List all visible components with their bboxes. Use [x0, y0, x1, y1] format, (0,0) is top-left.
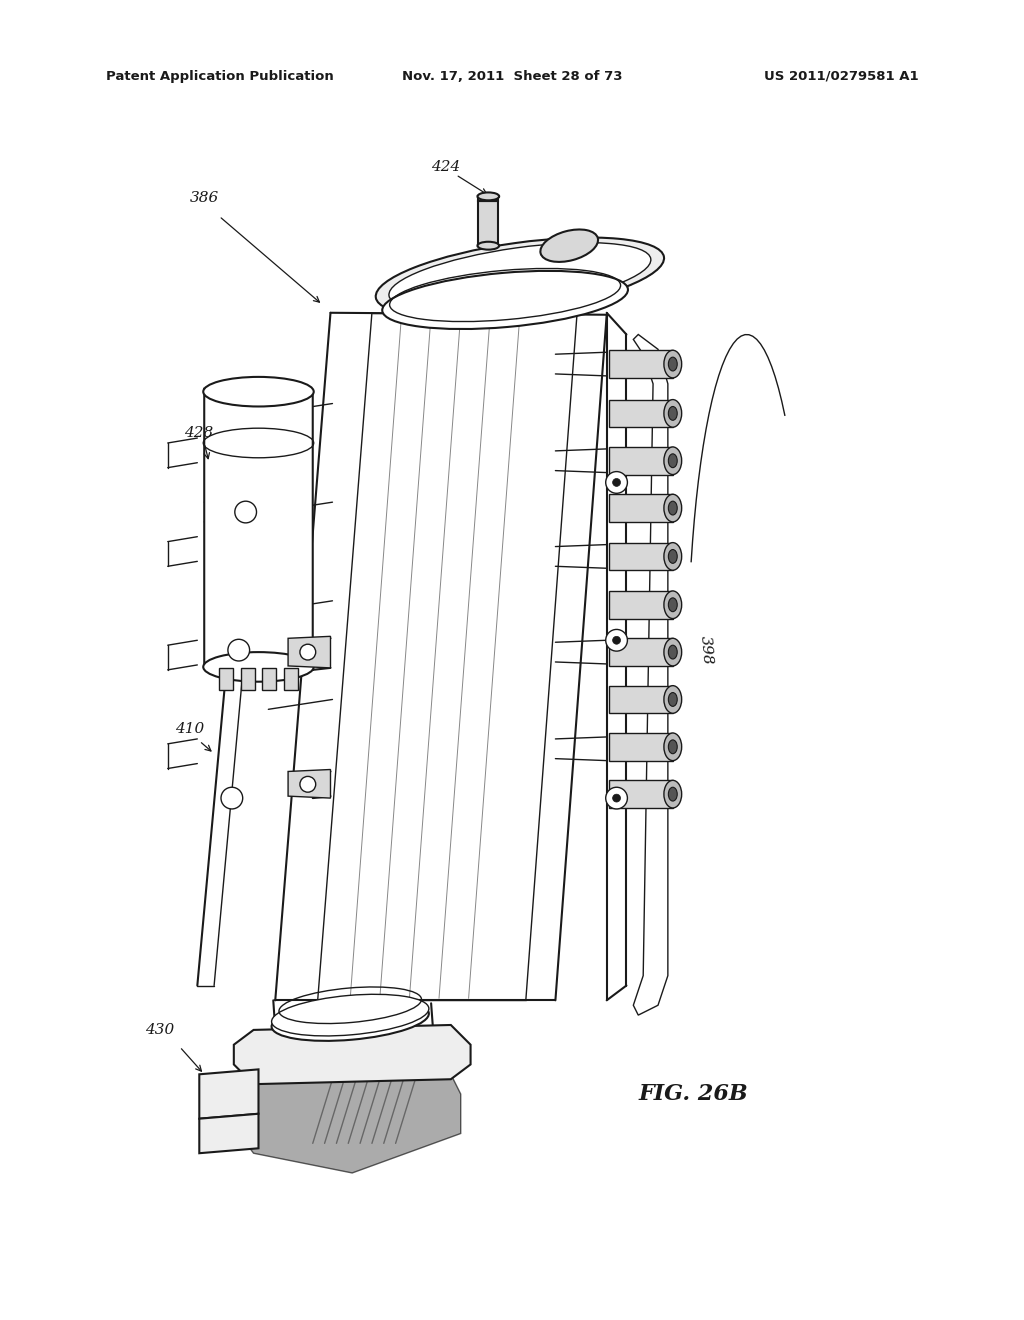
Text: Nov. 17, 2011  Sheet 28 of 73: Nov. 17, 2011 Sheet 28 of 73 — [401, 70, 623, 83]
Circle shape — [228, 639, 250, 661]
Text: 386: 386 — [189, 191, 219, 206]
Ellipse shape — [271, 999, 429, 1041]
Ellipse shape — [664, 350, 682, 378]
Text: 398: 398 — [697, 635, 714, 665]
Polygon shape — [239, 1074, 461, 1173]
Ellipse shape — [664, 447, 682, 475]
Polygon shape — [262, 668, 276, 689]
Circle shape — [606, 787, 628, 809]
Ellipse shape — [669, 693, 677, 706]
Text: US 2011/0279581 A1: US 2011/0279581 A1 — [764, 70, 919, 83]
Polygon shape — [608, 639, 673, 665]
Ellipse shape — [664, 685, 682, 713]
Circle shape — [612, 478, 621, 486]
Ellipse shape — [203, 378, 313, 407]
Polygon shape — [288, 636, 331, 668]
Text: Patent Application Publication: Patent Application Publication — [105, 70, 334, 83]
Polygon shape — [200, 1114, 258, 1154]
Polygon shape — [284, 668, 298, 689]
Ellipse shape — [669, 598, 677, 611]
Ellipse shape — [664, 780, 682, 808]
Circle shape — [234, 502, 257, 523]
Ellipse shape — [664, 543, 682, 570]
Circle shape — [606, 471, 628, 494]
Text: 430: 430 — [145, 1023, 174, 1038]
Polygon shape — [200, 1069, 258, 1118]
Ellipse shape — [669, 645, 677, 659]
Polygon shape — [233, 1026, 471, 1084]
Ellipse shape — [664, 591, 682, 619]
Ellipse shape — [669, 549, 677, 564]
Text: FIG. 26B: FIG. 26B — [638, 1082, 748, 1105]
Text: 424: 424 — [431, 160, 461, 174]
Ellipse shape — [664, 639, 682, 665]
Polygon shape — [608, 685, 673, 713]
Ellipse shape — [669, 741, 677, 754]
Ellipse shape — [382, 271, 628, 329]
Ellipse shape — [664, 494, 682, 521]
Ellipse shape — [271, 994, 429, 1036]
Ellipse shape — [664, 733, 682, 760]
Ellipse shape — [541, 230, 598, 261]
Ellipse shape — [389, 243, 651, 312]
Ellipse shape — [669, 787, 677, 801]
Ellipse shape — [203, 652, 313, 681]
Circle shape — [606, 630, 628, 651]
Circle shape — [612, 795, 621, 803]
Circle shape — [300, 644, 315, 660]
Ellipse shape — [376, 238, 664, 317]
Polygon shape — [608, 494, 673, 521]
Polygon shape — [608, 350, 673, 378]
Ellipse shape — [664, 400, 682, 428]
Polygon shape — [608, 447, 673, 475]
Polygon shape — [608, 591, 673, 619]
Circle shape — [300, 776, 315, 792]
Ellipse shape — [669, 358, 677, 371]
Polygon shape — [608, 780, 673, 808]
Polygon shape — [608, 400, 673, 428]
Text: 428: 428 — [184, 426, 214, 440]
Text: 410: 410 — [175, 722, 204, 737]
Polygon shape — [241, 668, 255, 689]
Polygon shape — [608, 543, 673, 570]
Polygon shape — [478, 202, 499, 246]
Circle shape — [612, 636, 621, 644]
Polygon shape — [608, 733, 673, 760]
Ellipse shape — [669, 502, 677, 515]
Ellipse shape — [477, 242, 499, 249]
Polygon shape — [204, 388, 312, 669]
Polygon shape — [288, 770, 331, 799]
Ellipse shape — [669, 407, 677, 420]
Circle shape — [221, 787, 243, 809]
Ellipse shape — [669, 454, 677, 467]
Polygon shape — [219, 668, 232, 689]
Polygon shape — [478, 197, 499, 202]
Ellipse shape — [477, 193, 499, 201]
